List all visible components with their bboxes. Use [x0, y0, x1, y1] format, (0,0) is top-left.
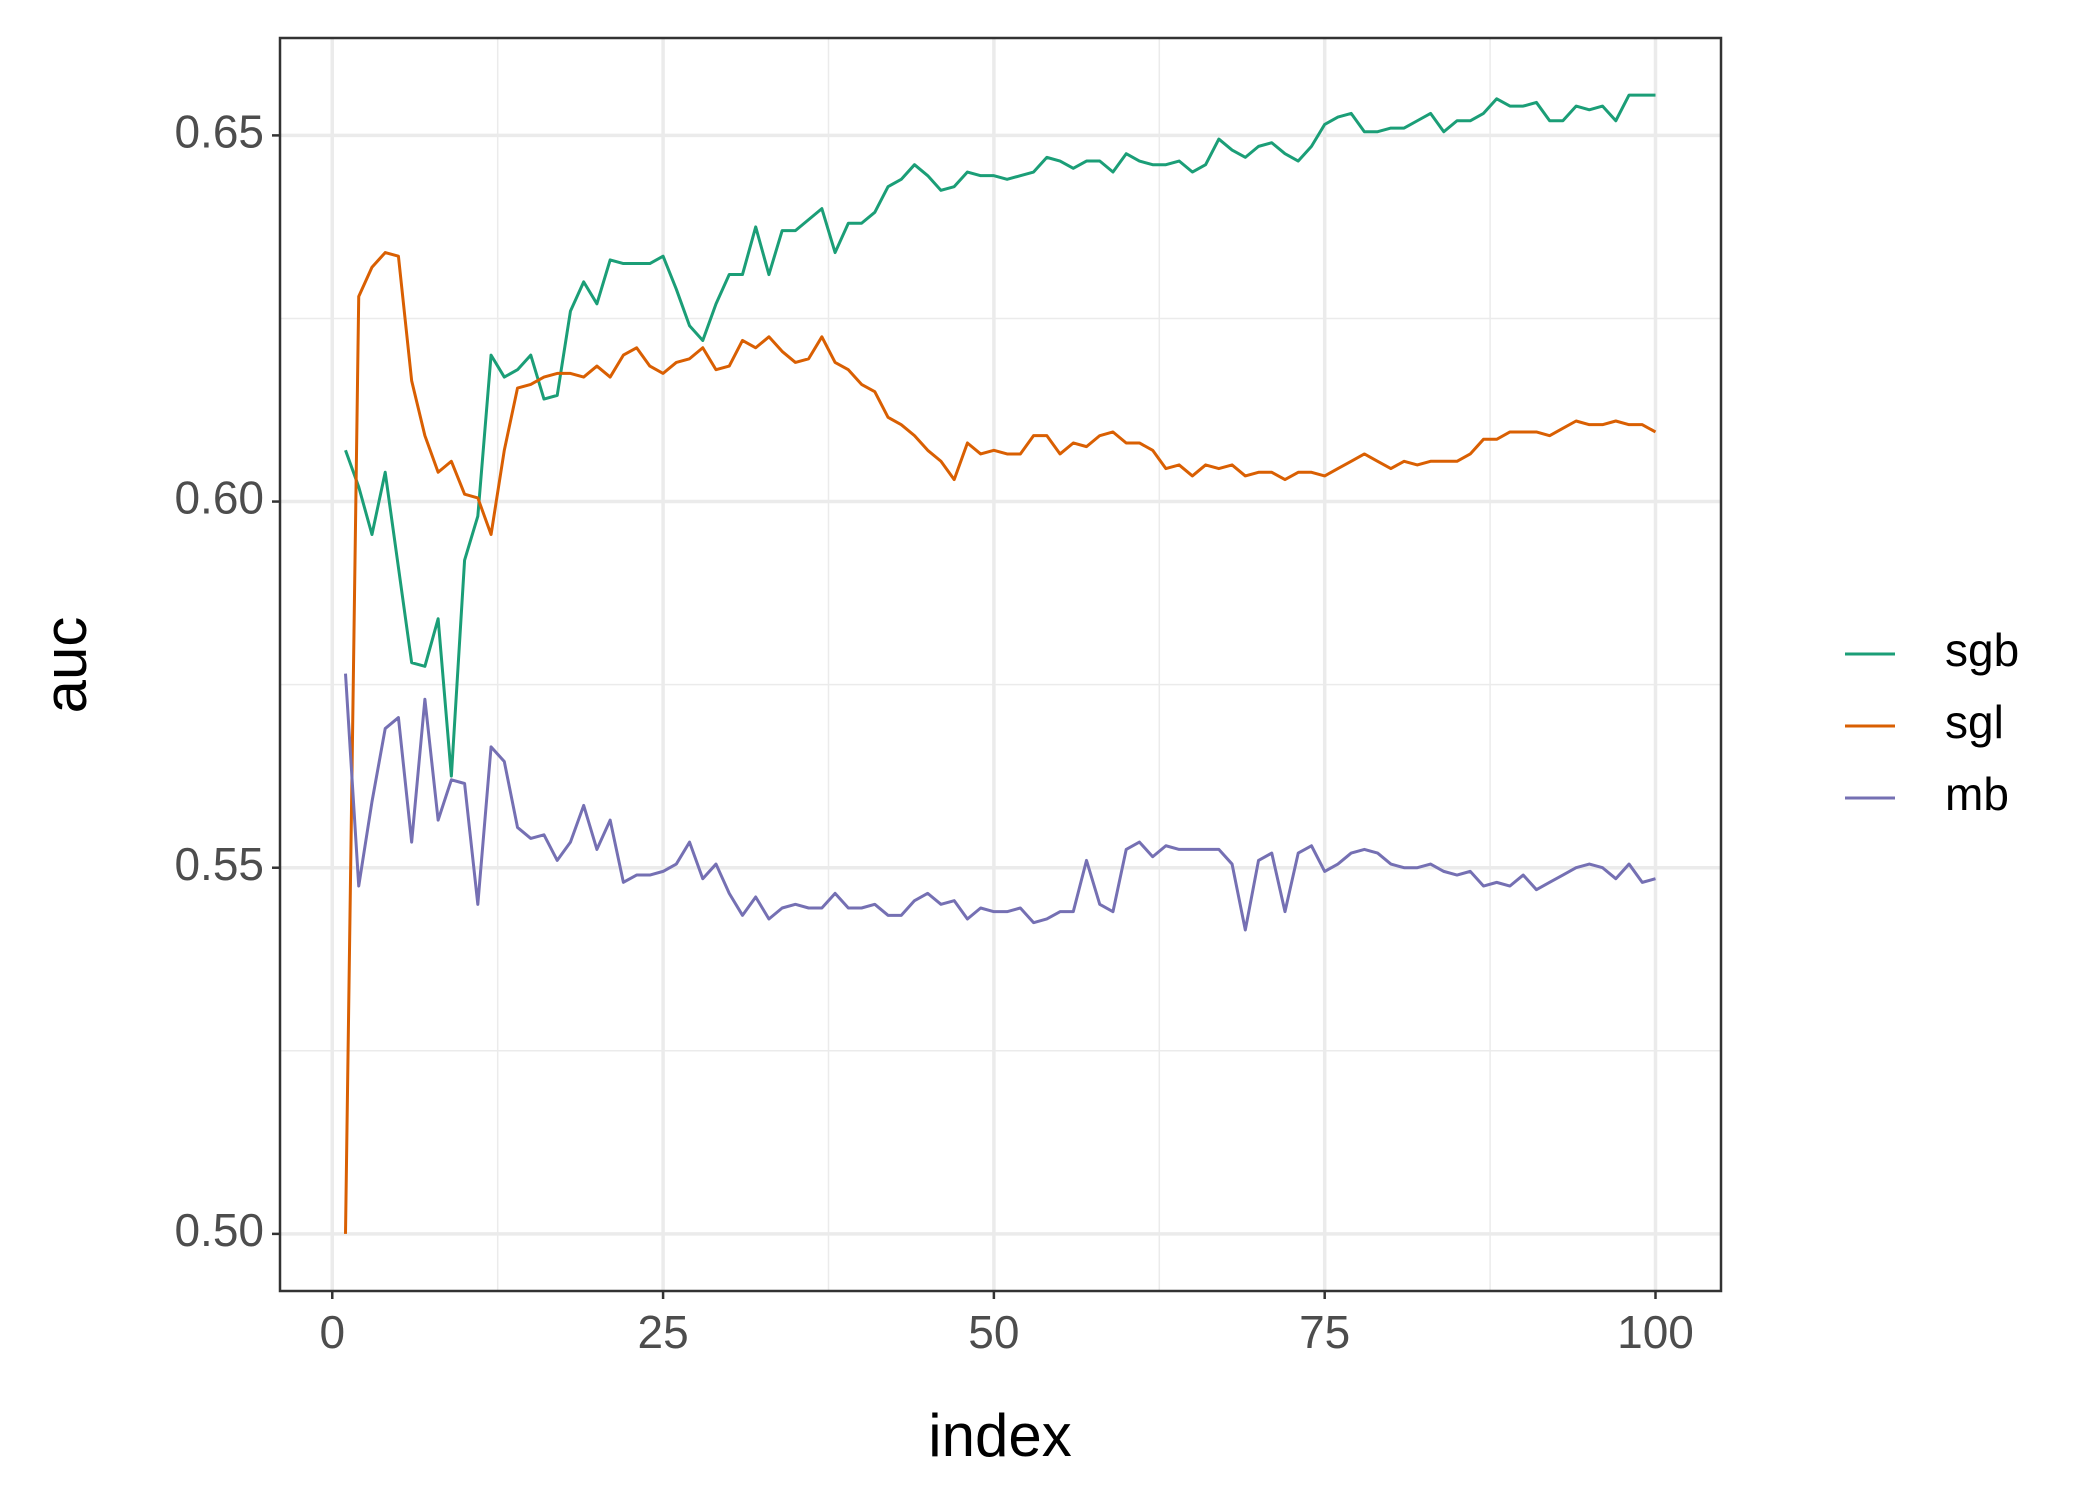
x-axis-title: index: [928, 1402, 1071, 1469]
y-tick-label: 0.55: [174, 838, 264, 890]
legend-label: sgb: [1945, 624, 2019, 676]
line-series: [344, 251, 1657, 1234]
y-tick-label: 0.50: [174, 1204, 264, 1256]
x-tick-label: 75: [1299, 1306, 1350, 1358]
y-axis-title: auc: [32, 617, 99, 714]
y-tick-label: 0.60: [174, 472, 264, 524]
x-tick-label: 25: [637, 1306, 688, 1358]
panel-border: [278, 36, 1723, 1293]
line-series: [344, 673, 1656, 932]
y-tick-label: 0.65: [174, 106, 264, 158]
x-tick-label: 0: [319, 1306, 345, 1358]
legend-label: mb: [1945, 768, 2009, 820]
legend-label: sgl: [1945, 696, 2004, 748]
x-tick-label: 50: [968, 1306, 1019, 1358]
line-series: [344, 93, 1656, 778]
x-tick-label: 100: [1617, 1306, 1694, 1358]
